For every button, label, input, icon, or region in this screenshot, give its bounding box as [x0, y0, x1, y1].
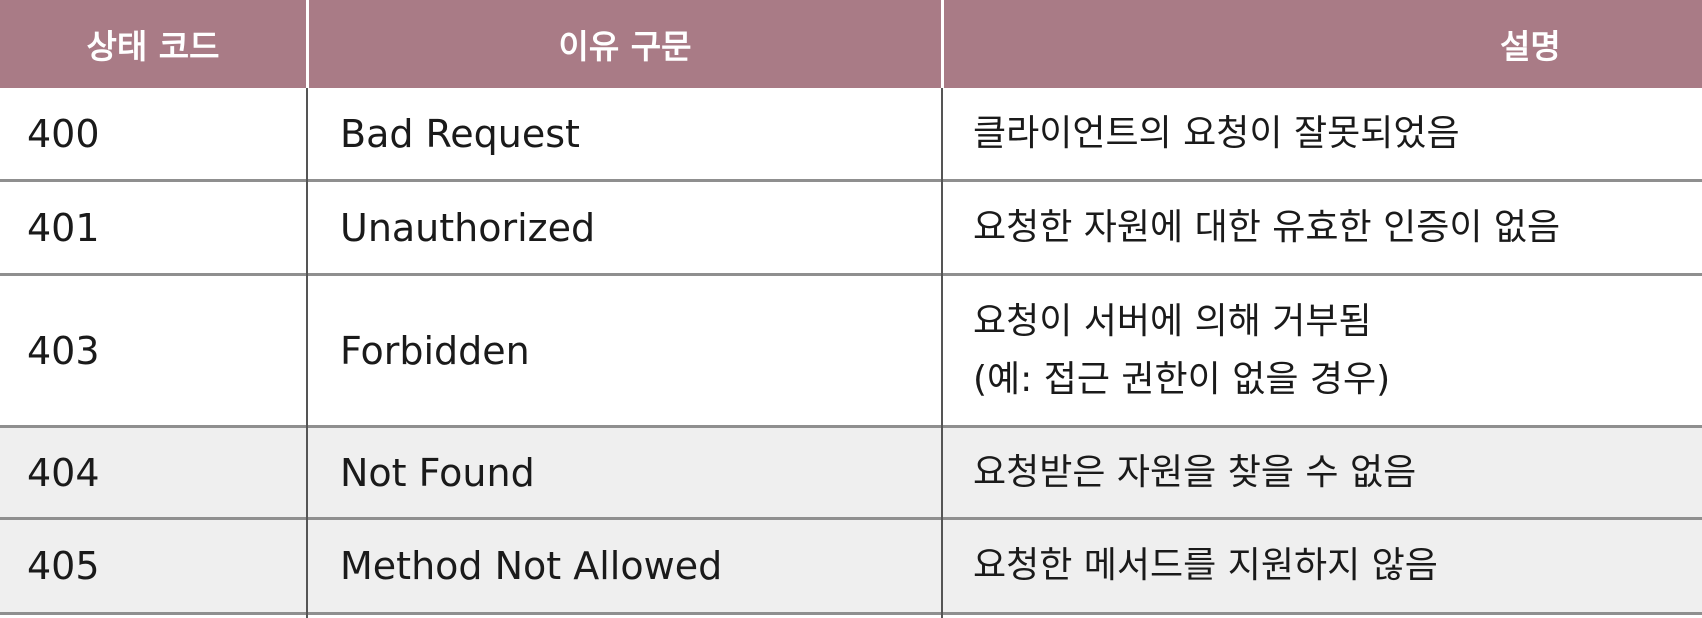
- header-reason-phrase: 이유 구문: [558, 27, 692, 66]
- table-row: 401 Unauthorized 요청한 자원에 대한 유효한 인증이 없음: [0, 182, 1702, 276]
- description-line: (예: 접근 권한이 없을 경우): [973, 358, 1391, 400]
- table-row: 404 Not Found 요청받은 자원을 찾을 수 없음: [0, 428, 1702, 520]
- reason-phrase-cell: Not Found: [340, 450, 535, 495]
- header-status-code: 상태 코드: [86, 27, 220, 66]
- description-cell: 클라이언트의 요청이 잘못되었음: [973, 88, 1673, 179]
- status-code-cell: 405: [27, 544, 100, 588]
- status-code-cell: 404: [27, 450, 100, 495]
- reason-phrase-cell: Forbidden: [340, 328, 530, 373]
- description-cell: 요청한 자원에 대한 유효한 인증이 없음: [973, 182, 1673, 273]
- reason-phrase-cell: Unauthorized: [340, 205, 596, 250]
- status-code-cell: 403: [27, 328, 100, 373]
- description-line: 요청이 서버에 의해 거부됨: [973, 300, 1372, 342]
- table-header: 상태 코드 이유 구문 설명: [0, 0, 1702, 88]
- header-divider: [941, 0, 944, 88]
- reason-phrase-cell: Bad Request: [340, 111, 580, 156]
- status-code-cell: 401: [27, 205, 100, 250]
- description-cell: 요청한 메서드를 지원하지 않음: [973, 520, 1673, 612]
- description-line: 요청받은 자원을 찾을 수 없음: [973, 451, 1417, 493]
- table-row: 405 Method Not Allowed 요청한 메서드를 지원하지 않음: [0, 520, 1702, 615]
- reason-phrase-cell: Method Not Allowed: [340, 544, 723, 588]
- header-description: 설명: [1500, 27, 1561, 66]
- description-line: 요청한 자원에 대한 유효한 인증이 없음: [973, 206, 1561, 248]
- column-divider: [306, 88, 308, 618]
- description-cell: 요청받은 자원을 찾을 수 없음: [973, 428, 1673, 517]
- description-line: 요청한 메서드를 지원하지 않음: [973, 545, 1438, 586]
- column-divider: [941, 88, 943, 618]
- status-code-cell: 400: [27, 111, 100, 156]
- description-cell: 요청이 서버에 의해 거부됨 (예: 접근 권한이 없을 경우): [973, 276, 1673, 425]
- table-row: 403 Forbidden 요청이 서버에 의해 거부됨 (예: 접근 권한이 …: [0, 276, 1702, 428]
- description-line: 클라이언트의 요청이 잘못되었음: [973, 112, 1460, 154]
- table-row: 400 Bad Request 클라이언트의 요청이 잘못되었음: [0, 88, 1702, 182]
- header-divider: [306, 0, 309, 88]
